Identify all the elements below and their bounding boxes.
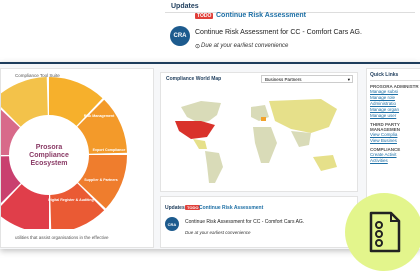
wheel-segment <box>1 109 20 155</box>
wheel-segment <box>1 156 21 203</box>
wheel-segment <box>1 184 49 229</box>
quick-link[interactable]: Manage user <box>370 113 397 118</box>
quick-link[interactable]: View Complia <box>370 132 398 137</box>
section-heading: COMPLIANCE <box>370 147 401 152</box>
segment-label: Risk Management <box>84 114 115 118</box>
clock-icon: ⊙ <box>195 44 201 50</box>
document-icon <box>369 211 401 253</box>
wheel-center <box>12 118 86 192</box>
wheel-segment <box>49 76 103 126</box>
card-title: Updates <box>171 3 199 10</box>
wheel-segment <box>1 77 48 127</box>
description: Continue Risk Assessment for CC - Comfor… <box>195 29 362 36</box>
bottom-card: Updates TODO Continue Risk Assessment CR… <box>160 196 358 248</box>
panel-title: Compliance World Map <box>166 76 222 82</box>
divider <box>165 12 415 13</box>
due: Due at your earliest convenience <box>201 43 289 49</box>
wheel-segment <box>77 99 127 154</box>
panel-footer: utilities that assist organisations in t… <box>15 235 109 240</box>
wheel-center-label: Prosora Compliance Ecosystem <box>29 144 69 167</box>
suite-panel: Compliance Tool Suite Prosora Compliance E… <box>0 68 154 248</box>
top-card: Updates TODO Continue Risk Assessment CR… <box>165 0 415 58</box>
dashboard: Compliance Tool Suite Prosora Compliance E… <box>0 62 420 249</box>
document-icon-badge <box>345 193 420 271</box>
quick-link[interactable]: View Busines <box>370 138 397 143</box>
avatar: CRA <box>170 26 190 46</box>
badge: TODO <box>185 205 201 210</box>
quick-link[interactable]: Administratio <box>370 101 397 106</box>
badge: TODO <box>195 13 214 19</box>
avatar: CRA <box>165 217 179 231</box>
description: Continue Risk Assessment for CC - Comfor… <box>185 219 305 225</box>
due: Due at your earliest convenience <box>185 230 251 235</box>
quick-link[interactable]: Manage organ <box>370 107 400 112</box>
segment-label: Export Compliance <box>93 148 126 152</box>
wheel-segment <box>78 155 128 209</box>
segment-label: Digital Register & Auditing <box>48 198 93 202</box>
world-map <box>175 99 337 183</box>
section-heading: THIRD PARTY MANAGEMEN <box>370 122 400 132</box>
segment-label: Supplier & Partners <box>84 178 118 182</box>
quick-link[interactable]: Activities <box>370 158 388 163</box>
map-panel: Compliance World Map Business Partners ▾ <box>160 72 358 192</box>
task-link[interactable]: Continue Risk Assessment <box>216 12 306 19</box>
dropdown[interactable]: Business Partners ▾ <box>261 75 353 83</box>
wheel: Prosora Compliance Ecosystem Risk Managemen… <box>1 76 128 229</box>
quick-links-title: Quick Links <box>370 72 420 81</box>
wheel-segment <box>50 183 105 229</box>
dropdown-value: Business Partners <box>265 77 302 82</box>
task-link[interactable]: Continue Risk Assessment <box>199 205 264 211</box>
quick-link[interactable]: Manage subsi <box>370 89 399 94</box>
card-title: Updates <box>165 205 185 211</box>
quick-link[interactable]: Manage role <box>370 95 396 100</box>
section-heading: PROSORA ADMINISTR <box>370 84 419 89</box>
quick-link[interactable]: Create Activit <box>370 152 397 157</box>
panel-title: Compliance Tool Suite <box>15 73 60 78</box>
